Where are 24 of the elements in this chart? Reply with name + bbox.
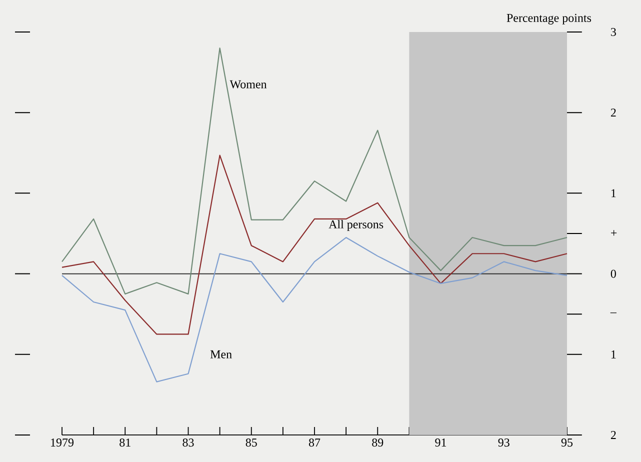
y-tick-label: 1 bbox=[611, 350, 616, 358]
y-tick-label: 1 bbox=[611, 189, 616, 198]
y-axis-title: Percentage points bbox=[506, 14, 592, 24]
x-tick-label: 95 bbox=[561, 438, 573, 447]
y-tick-label: 3 bbox=[611, 28, 616, 36]
x-tick-label: 89 bbox=[372, 438, 384, 447]
x-tick-label: 85 bbox=[246, 438, 257, 447]
y-tick-label: + bbox=[611, 230, 617, 236]
x-tick-label: 1979 bbox=[51, 438, 74, 447]
line-series bbox=[61, 236, 568, 382]
x-tick-label: 91 bbox=[435, 438, 446, 447]
line-series bbox=[61, 154, 568, 335]
x-tick-label: 87 bbox=[308, 438, 320, 447]
x-tick-label: 81 bbox=[120, 438, 130, 447]
x-tick-label: 83 bbox=[182, 438, 194, 447]
series-label: Women bbox=[230, 80, 267, 88]
x-tick-label: 93 bbox=[498, 438, 510, 447]
series-label: Men bbox=[210, 350, 232, 358]
y-tick-label: 2 bbox=[610, 431, 616, 439]
y-tick-label: 2 bbox=[610, 108, 616, 117]
line-series bbox=[61, 48, 568, 294]
y-tick-label: 0 bbox=[610, 270, 616, 278]
y-tick-label: – bbox=[610, 312, 617, 314]
series-label: All persons bbox=[328, 220, 384, 231]
